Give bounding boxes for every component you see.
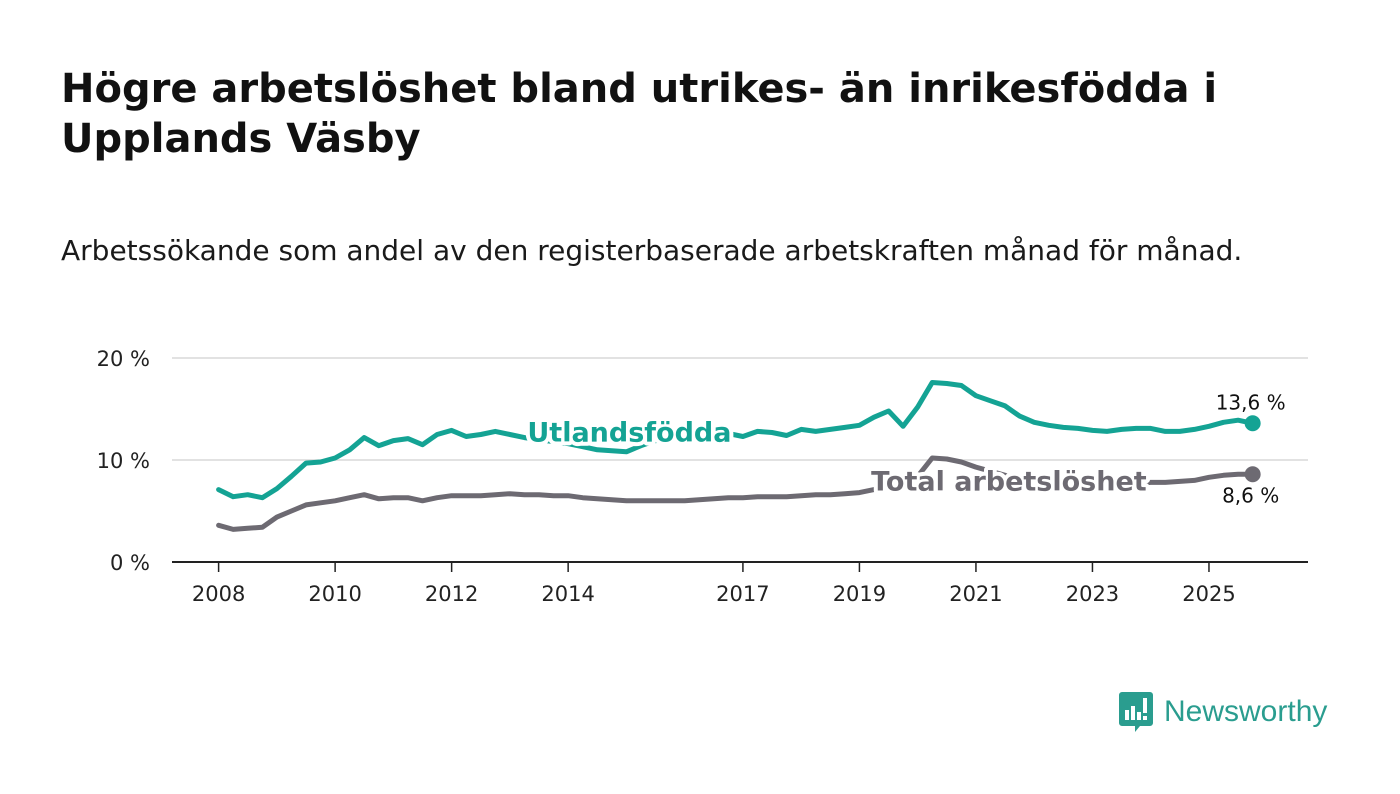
axes: 0 % 10 % 20 % 2008 2010 2012 2014 2017 2019 2021 2…	[97, 347, 1308, 606]
end-point-total-arbetsloshet	[1244, 466, 1261, 483]
labels-layer: 13,6 % 8,6 % Utlandsfödda Total arbetslöshe…	[523, 390, 1286, 507]
y-tick-label: 20 %	[97, 347, 150, 371]
series-line-utlandsfodda	[216, 380, 1256, 501]
series-annotation-utlandsfodda: Utlandsfödda	[527, 417, 731, 448]
x-tick-label: 2021	[949, 582, 1002, 606]
y-tick-label: 0 %	[110, 551, 150, 575]
series-layer	[216, 380, 1261, 532]
end-value-label-total-arbetsloshet: 8,6 %	[1222, 483, 1279, 507]
x-tick-label: 2017	[716, 582, 769, 606]
y-tick-label: 10 %	[97, 449, 150, 473]
x-tick-label: 2008	[192, 582, 245, 606]
chart-title: Högre arbetslöshet bland utrikes- än inr…	[61, 66, 1218, 162]
newsworthy-logo-icon	[1119, 692, 1153, 732]
series-line-total-arbetsloshet	[216, 455, 1256, 532]
gridlines	[172, 357, 1308, 461]
x-tick-label: 2025	[1182, 582, 1235, 606]
series-annotation-total-arbetsloshet: Total arbetslöshet	[871, 466, 1147, 497]
x-tick-label: 2023	[1066, 582, 1119, 606]
x-tick-label: 2010	[308, 582, 361, 606]
newsworthy-logo-text: Newsworthy	[1164, 695, 1328, 728]
newsworthy-logo: Newsworthy	[1118, 690, 1327, 734]
end-value-label-utlandsfodda: 13,6 %	[1216, 390, 1286, 414]
x-tick-label: 2014	[541, 582, 594, 606]
x-tick-label: 2012	[425, 582, 478, 606]
chart-subtitle: Arbetssökande som andel av den registerb…	[61, 234, 1243, 267]
end-point-utlandsfodda	[1244, 415, 1261, 432]
x-tick-label: 2019	[833, 582, 886, 606]
